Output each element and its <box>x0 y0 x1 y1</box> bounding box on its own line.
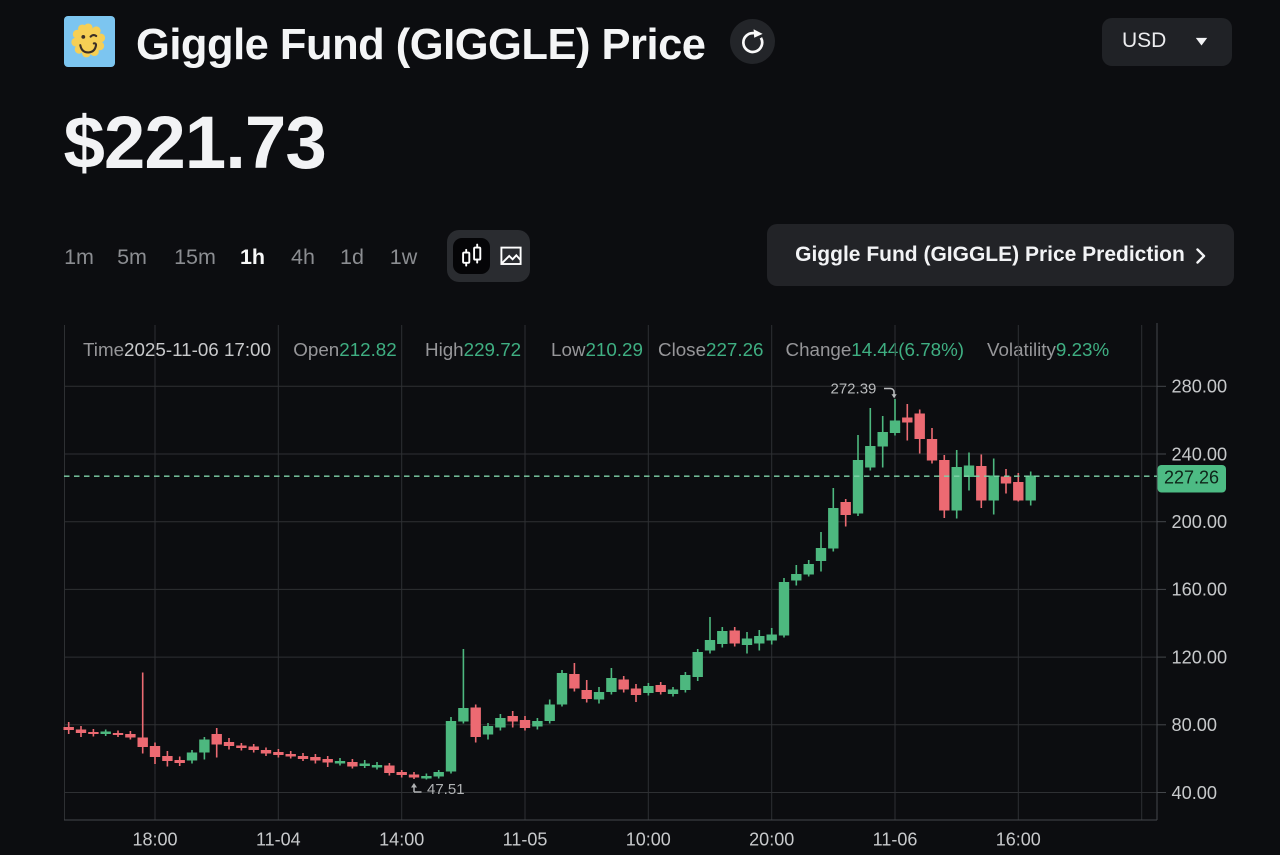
svg-text:227.26: 227.26 <box>1164 468 1219 488</box>
svg-text:160.00: 160.00 <box>1172 580 1228 600</box>
svg-text:200.00: 200.00 <box>1172 512 1228 532</box>
svg-text:80.00: 80.00 <box>1172 715 1218 735</box>
svg-text:10:00: 10:00 <box>626 830 671 850</box>
svg-text:272.39: 272.39 <box>831 381 877 398</box>
svg-text:16:00: 16:00 <box>996 830 1041 850</box>
svg-text:120.00: 120.00 <box>1172 647 1228 667</box>
svg-text:14:00: 14:00 <box>379 830 424 850</box>
svg-text:280.00: 280.00 <box>1172 377 1228 397</box>
svg-text:11-05: 11-05 <box>503 830 548 850</box>
svg-text:11-06: 11-06 <box>873 830 918 850</box>
svg-text:40.00: 40.00 <box>1172 783 1218 803</box>
svg-text:47.51: 47.51 <box>427 781 465 798</box>
svg-text:20:00: 20:00 <box>749 830 794 850</box>
svg-text:11-04: 11-04 <box>256 830 301 850</box>
svg-text:18:00: 18:00 <box>132 830 177 850</box>
svg-text:240.00: 240.00 <box>1172 444 1228 464</box>
